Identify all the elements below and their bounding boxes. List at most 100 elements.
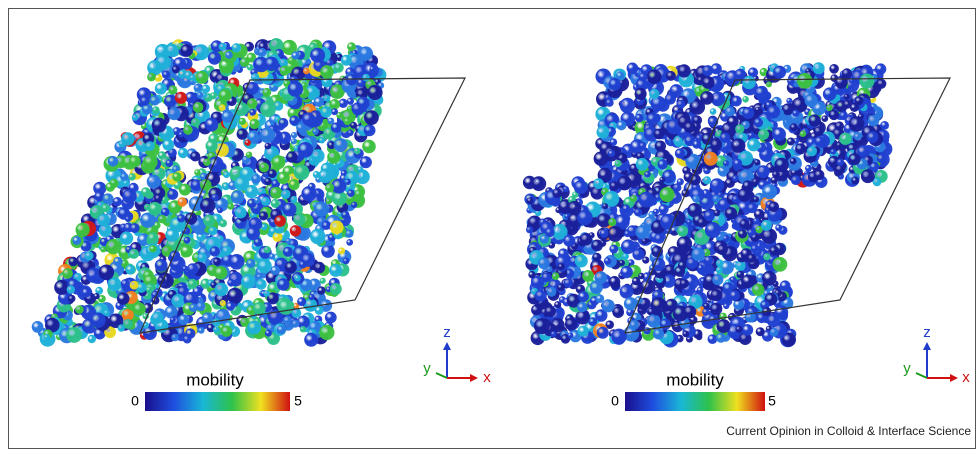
particle <box>213 326 219 332</box>
particle <box>146 287 152 293</box>
particle <box>162 139 174 151</box>
particle <box>168 85 177 94</box>
figure: mobility 0 5 z x y mobility 0 5 z x y Cu… <box>0 0 977 450</box>
particle <box>787 138 795 146</box>
particle <box>319 325 334 340</box>
particle <box>876 79 886 89</box>
particle <box>227 279 235 287</box>
particle <box>147 232 158 243</box>
particle <box>725 207 737 219</box>
particle <box>155 83 167 95</box>
particle <box>747 254 756 263</box>
particle <box>655 141 666 152</box>
particle <box>121 279 130 288</box>
particle <box>659 177 665 183</box>
particle <box>310 48 325 63</box>
particle <box>545 306 556 317</box>
particle <box>66 327 82 343</box>
particle <box>219 219 227 227</box>
particle <box>270 266 280 276</box>
particle <box>627 63 639 75</box>
particle <box>752 284 764 296</box>
particle <box>593 178 604 189</box>
particle <box>636 158 649 171</box>
particle <box>666 71 676 81</box>
particle <box>604 257 612 265</box>
particle <box>298 142 314 158</box>
particle <box>166 44 179 57</box>
particle <box>692 195 700 203</box>
particle <box>591 240 603 252</box>
particle <box>608 218 616 226</box>
particle <box>281 189 291 199</box>
particle <box>329 264 342 277</box>
particle <box>237 128 248 139</box>
particle <box>829 110 839 120</box>
particle <box>703 176 711 184</box>
particle <box>658 159 668 169</box>
particle <box>93 293 99 299</box>
credit: Current Opinion in Colloid & Interface S… <box>726 424 971 438</box>
particle <box>231 190 245 204</box>
arrowhead <box>950 374 958 382</box>
particle <box>194 84 202 92</box>
particle <box>130 281 139 290</box>
particle <box>143 155 158 170</box>
particle <box>125 216 131 222</box>
particle <box>277 278 289 290</box>
particle <box>318 169 332 183</box>
particle <box>563 235 575 247</box>
particle <box>264 246 271 253</box>
particle <box>180 245 193 258</box>
particle <box>761 220 772 231</box>
particle <box>334 63 344 73</box>
particle <box>168 107 181 120</box>
particle <box>200 198 215 213</box>
particle <box>271 155 285 169</box>
particle <box>733 159 742 168</box>
particle <box>215 283 229 297</box>
particle <box>129 249 139 259</box>
colorbar-min: 0 <box>131 393 139 409</box>
particle <box>880 121 889 130</box>
particle <box>343 117 351 125</box>
particle <box>345 230 353 238</box>
particle <box>308 183 316 191</box>
particle <box>538 258 550 270</box>
particle <box>673 183 682 192</box>
particle <box>327 151 340 164</box>
particle <box>187 279 197 289</box>
particle <box>710 108 717 115</box>
particle <box>705 222 721 238</box>
particle <box>797 73 813 89</box>
particle <box>723 160 729 166</box>
particle <box>676 100 685 109</box>
particle <box>775 224 782 231</box>
particle <box>147 73 156 82</box>
particle <box>320 65 334 79</box>
particle <box>602 203 608 209</box>
particle <box>320 106 331 117</box>
particle <box>222 246 232 256</box>
particle <box>102 193 113 204</box>
particle <box>220 300 226 306</box>
particle <box>171 334 179 342</box>
particle <box>212 318 220 326</box>
particle <box>108 156 119 167</box>
particle <box>121 132 134 145</box>
particle <box>609 245 618 254</box>
particle <box>201 84 210 93</box>
particle <box>264 57 278 71</box>
particle <box>588 317 597 326</box>
particle <box>535 290 547 302</box>
particle <box>150 95 160 105</box>
particle <box>574 180 588 194</box>
particle <box>221 326 232 337</box>
particle <box>285 238 291 244</box>
particle <box>346 239 353 246</box>
particle <box>179 184 191 196</box>
particle <box>294 165 310 181</box>
particle <box>578 326 589 337</box>
particle <box>711 289 723 301</box>
particle <box>341 211 349 219</box>
